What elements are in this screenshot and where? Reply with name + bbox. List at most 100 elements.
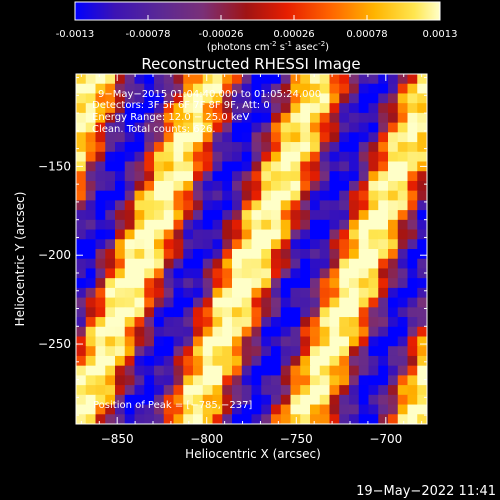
heatmap-cell xyxy=(349,346,360,357)
heatmap-cell xyxy=(290,258,301,270)
heatmap-cell xyxy=(290,268,301,279)
heatmap-cell xyxy=(358,93,370,104)
heatmap-cell xyxy=(349,132,360,143)
heatmap-cell xyxy=(290,317,301,328)
heatmap-cell xyxy=(310,74,321,85)
heatmap-cell xyxy=(183,278,194,289)
heatmap-cell xyxy=(124,210,136,221)
heatmap-cell xyxy=(358,161,370,172)
heatmap-cell xyxy=(202,375,214,386)
heatmap-cell xyxy=(232,355,243,367)
heatmap-cell xyxy=(232,414,243,424)
heatmap-cell xyxy=(280,317,292,328)
heatmap-cell xyxy=(134,414,145,424)
heatmap-cell xyxy=(85,229,97,240)
heatmap-cell xyxy=(193,404,204,415)
heatmap-cell xyxy=(251,394,262,406)
heatmap-cell xyxy=(388,161,399,172)
heatmap-cell xyxy=(251,287,262,299)
heatmap-cell xyxy=(76,317,87,328)
heatmap-cell xyxy=(144,112,155,124)
heatmap-cell xyxy=(417,249,427,260)
heatmap-cell xyxy=(261,317,272,328)
heatmap-cell xyxy=(271,297,282,308)
heatmap-cell xyxy=(378,219,389,231)
heatmap-cell xyxy=(163,336,175,347)
heatmap-cell xyxy=(300,219,311,231)
heatmap-cell xyxy=(154,210,165,221)
heatmap-cell xyxy=(183,404,194,415)
heatmap-cell xyxy=(173,132,184,143)
heatmap-cell xyxy=(115,336,126,347)
heatmap-cell xyxy=(183,103,194,114)
heatmap-cell xyxy=(319,365,331,376)
heatmap-cell xyxy=(115,210,126,221)
heatmap-cell xyxy=(300,355,311,367)
heatmap-cell xyxy=(417,142,427,153)
heatmap-cell xyxy=(212,326,223,338)
heatmap-cell xyxy=(163,278,175,289)
heatmap-cell xyxy=(95,122,106,133)
heatmap-cell xyxy=(290,307,301,318)
heatmap-cell xyxy=(134,278,145,289)
heatmap-cell xyxy=(95,278,106,289)
heatmap-cell xyxy=(202,200,214,211)
colorbar-ticks: -0.0013 -0.00078 -0.00026 0.00026 0.00078 0.0… xyxy=(56,15,458,40)
heatmap-cell xyxy=(193,346,204,357)
heatmap-cell xyxy=(144,93,155,104)
heatmap-cell xyxy=(163,219,175,231)
heatmap-cell xyxy=(339,394,350,406)
heatmap-cell xyxy=(173,336,184,347)
heatmap-cell xyxy=(232,278,243,289)
heatmap-cell xyxy=(329,414,340,424)
heatmap-cell xyxy=(329,219,340,231)
heatmap-cell xyxy=(95,307,106,318)
heatmap-cell xyxy=(154,297,165,308)
heatmap-cell xyxy=(134,307,145,318)
heatmap-cell xyxy=(339,219,350,231)
heatmap-cell xyxy=(261,268,272,279)
heatmap-cell xyxy=(271,229,282,240)
heatmap-cell xyxy=(349,142,360,153)
heatmap-cell xyxy=(358,171,370,182)
heatmap-cell xyxy=(368,346,379,357)
heatmap-cell xyxy=(76,74,87,85)
heatmap-cell xyxy=(154,414,165,424)
heatmap-cell xyxy=(193,171,204,182)
heatmap-cell xyxy=(183,287,194,299)
heatmap-cell xyxy=(124,385,136,396)
heatmap-cell xyxy=(368,297,379,308)
heatmap-cell xyxy=(339,307,350,318)
heatmap-cell xyxy=(378,365,389,376)
heatmap-cell xyxy=(378,112,389,124)
heatmap-cell xyxy=(105,336,116,347)
heatmap-cell xyxy=(85,122,97,133)
heatmap-cell xyxy=(76,336,87,347)
heatmap-cell xyxy=(105,317,116,328)
heatmap-cell xyxy=(212,278,223,289)
heatmap-cell xyxy=(407,122,418,133)
heatmap-cell xyxy=(261,375,272,386)
heatmap-cell xyxy=(280,122,292,133)
heatmap-cell xyxy=(407,297,418,308)
heatmap-cell xyxy=(300,151,311,163)
heatmap-cell xyxy=(271,219,282,231)
heatmap-cell xyxy=(95,132,106,143)
heatmap-cell xyxy=(349,326,360,338)
heatmap-cell xyxy=(300,122,311,133)
heatmap-cell xyxy=(251,239,262,250)
heatmap-cell xyxy=(144,219,155,231)
heatmap-cell xyxy=(232,268,243,279)
colorbar-units: (photons cm-2 s-1 asec-2) xyxy=(207,40,329,53)
heatmap-cell xyxy=(115,287,126,299)
heatmap-cell xyxy=(202,336,214,347)
heatmap-cell xyxy=(144,180,155,192)
heatmap-cell xyxy=(310,93,321,104)
heatmap-cell xyxy=(261,229,272,240)
heatmap-cell xyxy=(407,171,418,182)
heatmap-cell xyxy=(271,346,282,357)
heatmap-cell xyxy=(222,375,233,386)
heatmap-cell xyxy=(300,394,311,406)
heatmap-cell xyxy=(241,365,253,376)
heatmap-cell xyxy=(95,142,106,153)
